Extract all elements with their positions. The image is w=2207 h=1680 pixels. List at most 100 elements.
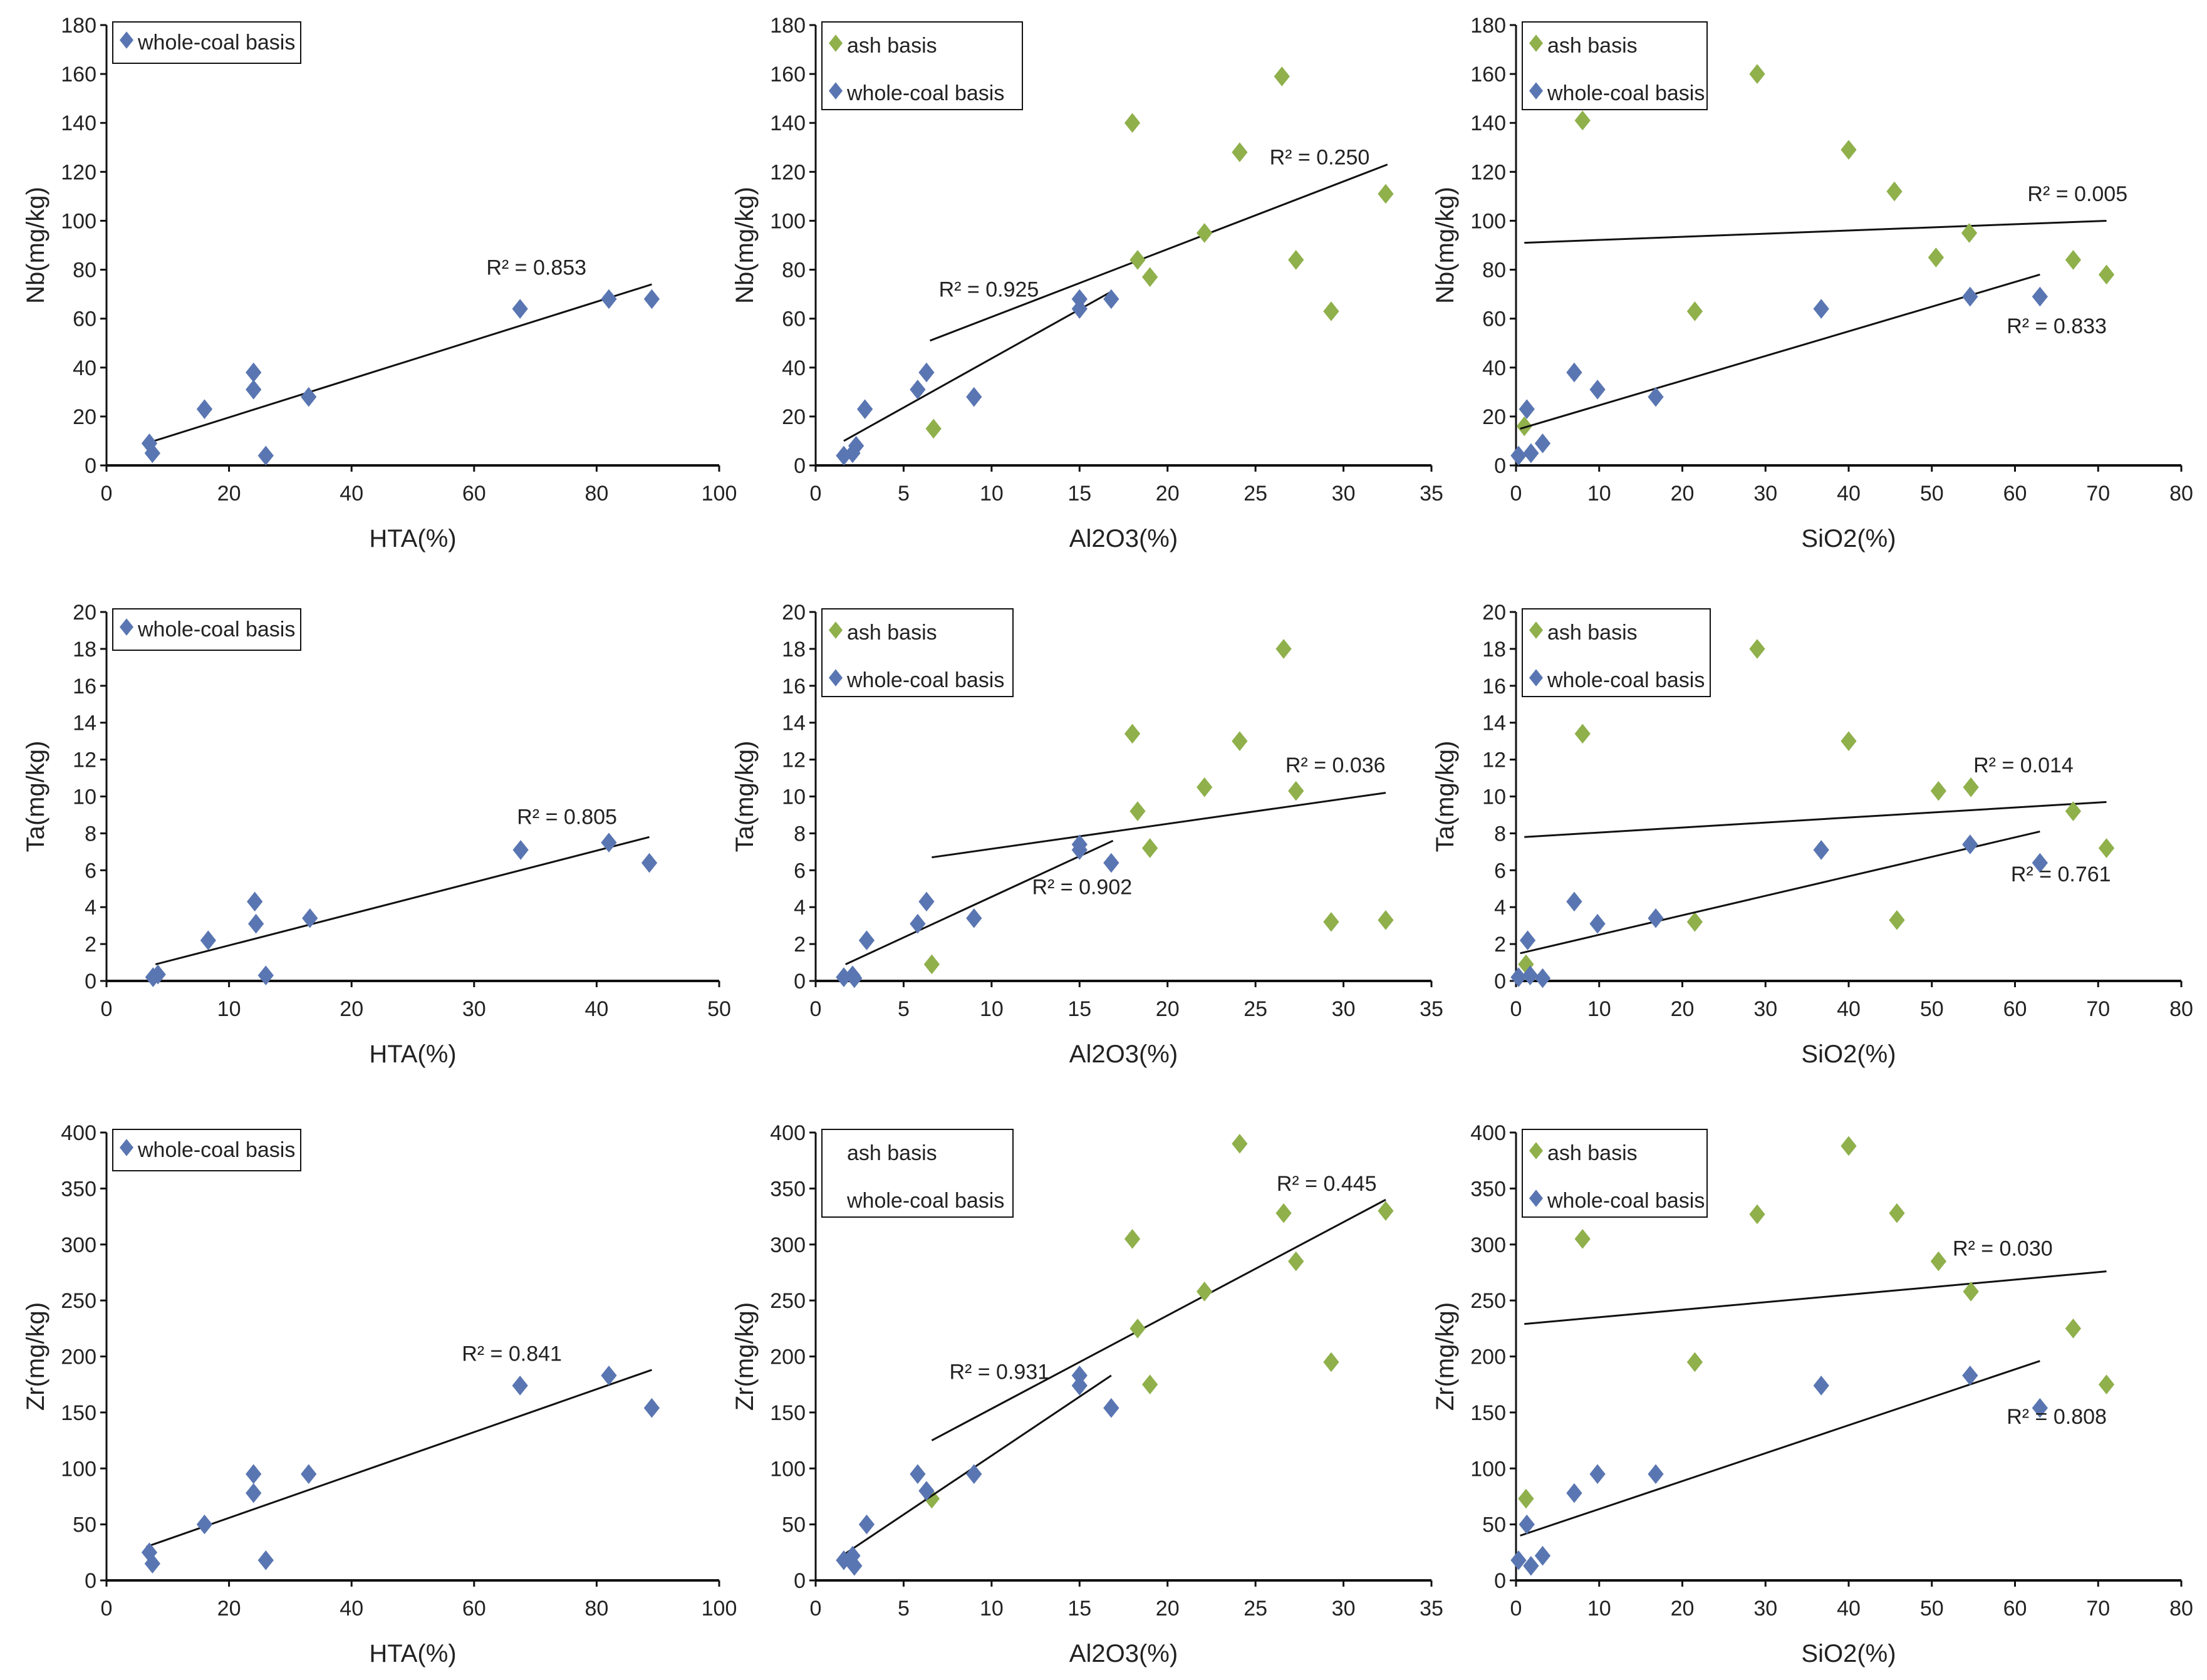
x-tick-label: 10 <box>980 482 1004 506</box>
series-whole: R² = 0.833 <box>1510 273 2107 466</box>
x-tick-label: 30 <box>1753 482 1777 506</box>
legend-label: whole-coal basis <box>846 668 1004 692</box>
x-tick-label: 20 <box>340 997 363 1021</box>
x-tick-label: 30 <box>462 997 486 1021</box>
y-axis-label: Ta(mg/kg) <box>22 741 49 853</box>
y-tick-label: 10 <box>782 786 806 809</box>
y-tick-label: 12 <box>1482 749 1506 772</box>
legend-marker <box>119 1139 134 1156</box>
legend-label: whole-coal basis <box>846 1189 1004 1213</box>
x-tick-label: 10 <box>1587 482 1611 506</box>
data-point <box>1813 840 1829 860</box>
trendline <box>843 291 1112 442</box>
legend-label: ash basis <box>1547 1141 1638 1165</box>
legend-label: whole-coal basis <box>1547 81 1705 105</box>
legend-label: whole-coal basis <box>137 31 295 54</box>
x-axis-label: Al2O3(%) <box>1069 1640 1178 1667</box>
legend-marker <box>828 34 843 52</box>
legend: ash basis whole-coal basis <box>821 1129 1014 1218</box>
series-ash: R² = 0.005 <box>1516 64 2127 437</box>
r2-label: R² = 0.761 <box>2011 863 2111 886</box>
data-point <box>601 1366 617 1386</box>
legend-box <box>821 21 1023 110</box>
x-tick-label: 100 <box>702 482 737 506</box>
data-point <box>1962 834 1978 854</box>
y-axis-label: Nb(mg/kg) <box>1431 187 1459 304</box>
trendline <box>1520 1360 2040 1537</box>
r2-label: R² = 0.841 <box>462 1342 562 1366</box>
x-tick-label: 50 <box>1920 997 1944 1021</box>
y-tick-label: 140 <box>61 111 96 135</box>
data-point <box>1141 1374 1158 1394</box>
y-tick-label: 8 <box>794 822 806 846</box>
y-tick-label: 8 <box>1494 822 1506 846</box>
y-tick-label: 160 <box>1470 63 1506 86</box>
y-tick-label: 20 <box>73 405 96 429</box>
chart-ta-al2o3: 0 2 4 6 8 10 12 14 16 18 20 0 5 10 15 20 25 30 35 Al2O3(%) T… <box>731 601 1443 1068</box>
trendline <box>843 1374 1112 1556</box>
y-axis-label: Ta(mg/kg) <box>1431 741 1459 853</box>
trendline <box>1520 830 2040 955</box>
legend-marker <box>828 621 843 639</box>
x-tick-label: 80 <box>2169 1597 2193 1620</box>
data-point <box>910 913 926 934</box>
x-tick-label: 15 <box>1067 997 1091 1021</box>
data-point <box>1841 731 1857 751</box>
y-tick-label: 20 <box>1482 405 1506 429</box>
legend-box <box>112 608 301 651</box>
y-tick-label: 4 <box>794 896 806 920</box>
trendline <box>932 792 1386 859</box>
data-point <box>1813 1376 1829 1396</box>
y-tick-label: 16 <box>73 675 96 698</box>
data-point <box>1071 1366 1088 1386</box>
data-point <box>2098 1374 2115 1394</box>
x-tick-label: 60 <box>2003 1597 2027 1620</box>
x-tick-label: 5 <box>898 482 910 506</box>
data-point <box>257 445 274 466</box>
x-tick-label: 30 <box>1332 997 1356 1021</box>
data-point <box>1749 639 1765 659</box>
data-point <box>1522 965 1539 985</box>
x-axis-label: Al2O3(%) <box>1069 1040 1178 1068</box>
y-tick-label: 18 <box>73 638 96 661</box>
data-point <box>1648 1464 1664 1484</box>
x-tick-label: 0 <box>1510 482 1522 506</box>
chart-ta-sio2: 0 2 4 6 8 10 12 14 16 18 20 0 10 20 30 40 50 60 70 80 SiO2(%… <box>1431 601 2193 1068</box>
x-tick-label: 40 <box>584 997 608 1021</box>
x-tick-label: 30 <box>1332 1597 1356 1620</box>
data-point <box>910 1464 926 1484</box>
legend: ash basis whole-coal basis <box>821 608 1014 697</box>
data-point <box>257 965 274 985</box>
x-tick-label: 10 <box>1587 997 1611 1021</box>
y-tick-label: 120 <box>61 160 96 184</box>
series-whole: R² = 0.925 <box>836 278 1119 466</box>
series-ash: R² = 0.445 <box>923 1134 1394 1509</box>
x-tick-label: 15 <box>1067 1597 1091 1620</box>
data-point <box>196 399 213 419</box>
legend-marker <box>1529 1142 1544 1159</box>
r2-label: R² = 0.250 <box>1270 146 1370 170</box>
data-point <box>2065 250 2082 270</box>
y-tick-label: 140 <box>1470 111 1506 135</box>
data-point <box>247 891 263 912</box>
y-tick-label: 120 <box>1470 160 1506 184</box>
x-axis-label: SiO2(%) <box>1801 525 1896 552</box>
legend: ash basis whole-coal basis <box>1522 1129 1708 1218</box>
trendline <box>1520 273 2040 430</box>
data-point <box>2065 801 2082 821</box>
y-tick-label: 0 <box>1494 970 1506 993</box>
x-tick-label: 40 <box>340 1597 363 1620</box>
x-tick-label: 10 <box>1587 1597 1611 1620</box>
y-tick-label: 180 <box>61 14 96 38</box>
y-tick-label: 10 <box>1482 786 1506 809</box>
data-point <box>1813 299 1829 319</box>
data-point <box>1518 1488 1534 1509</box>
x-tick-label: 0 <box>1510 997 1522 1021</box>
data-point <box>1323 1352 1339 1372</box>
y-tick-label: 2 <box>85 933 96 957</box>
x-tick-label: 20 <box>1671 997 1695 1021</box>
data-point <box>1930 1251 1947 1272</box>
y-tick-label: 180 <box>770 14 806 38</box>
legend-marker <box>1529 669 1544 687</box>
